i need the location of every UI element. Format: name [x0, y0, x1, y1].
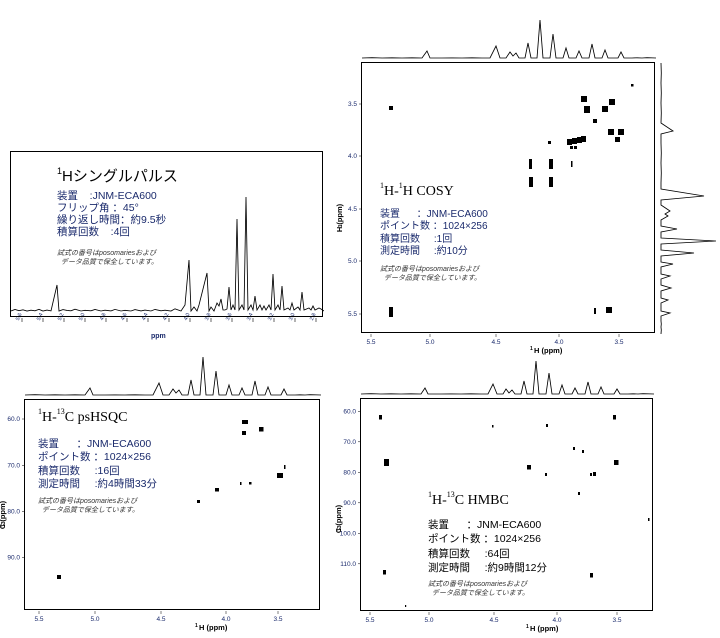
svg-text:4.0: 4.0 — [221, 616, 230, 623]
svg-text:1: 1 — [195, 623, 198, 629]
svg-text:H (ppm): H (ppm) — [530, 624, 559, 633]
svg-text:3.5: 3.5 — [348, 101, 357, 108]
svg-text:110.0: 110.0 — [340, 561, 356, 568]
svg-text:90.0: 90.0 — [7, 554, 20, 561]
svg-text:60.0: 60.0 — [7, 416, 20, 423]
svg-text:70.0: 70.0 — [343, 439, 356, 446]
svg-text:H (ppm): H (ppm) — [199, 623, 228, 632]
svg-text:70.0: 70.0 — [7, 463, 20, 470]
svg-text:1: 1 — [338, 224, 344, 227]
svg-text:13: 13 — [337, 525, 343, 531]
svg-text:5.0: 5.0 — [90, 616, 99, 623]
svg-text:5.0: 5.0 — [425, 339, 434, 346]
svg-text:5.0: 5.0 — [348, 258, 357, 265]
svg-text:5.5: 5.5 — [365, 617, 374, 624]
svg-text:5.5: 5.5 — [34, 616, 43, 623]
svg-text:4.0: 4.0 — [554, 339, 563, 346]
svg-text:90.0: 90.0 — [343, 500, 356, 507]
svg-text:4.5: 4.5 — [491, 339, 500, 346]
svg-text:5.5: 5.5 — [366, 339, 375, 346]
svg-text:4.5: 4.5 — [348, 206, 357, 213]
svg-text:3.5: 3.5 — [612, 617, 621, 624]
svg-text:3.5: 3.5 — [614, 339, 623, 346]
svg-text:4.5: 4.5 — [156, 616, 165, 623]
svg-text:13: 13 — [1, 521, 7, 527]
svg-text:1: 1 — [526, 624, 529, 630]
svg-text:80.0: 80.0 — [7, 509, 20, 516]
svg-text:60.0: 60.0 — [343, 408, 356, 415]
svg-text:5.0: 5.0 — [424, 617, 433, 624]
svg-text:3.5: 3.5 — [273, 616, 282, 623]
svg-text:80.0: 80.0 — [343, 469, 356, 476]
svg-text:4.5: 4.5 — [489, 617, 498, 624]
svg-text:4.0: 4.0 — [552, 617, 561, 624]
svg-text:4.0: 4.0 — [348, 153, 357, 160]
svg-text:5.5: 5.5 — [348, 311, 357, 318]
